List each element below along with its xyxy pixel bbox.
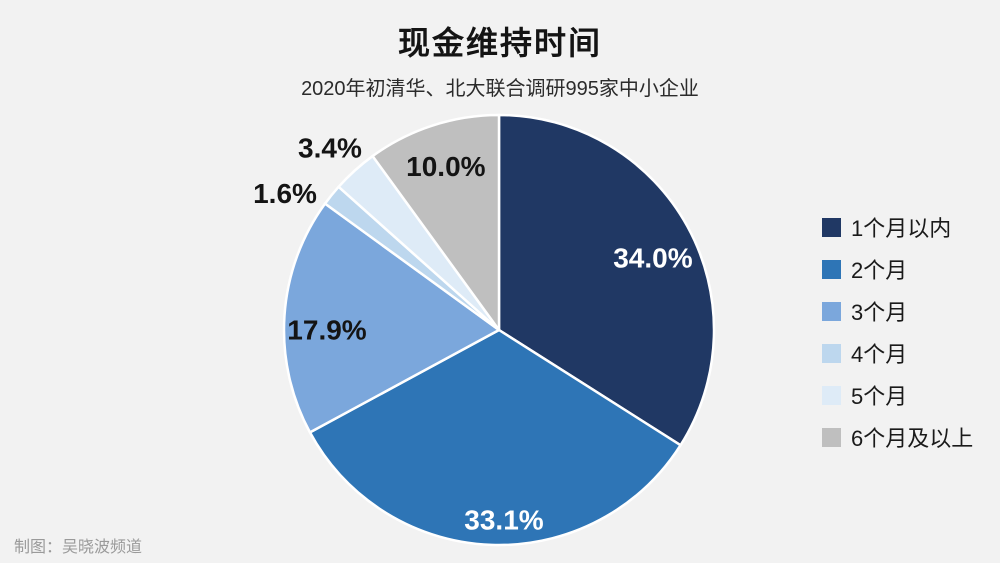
legend-item-5: 5个月: [822, 374, 973, 416]
slice-value-label-3: 17.9%: [287, 315, 366, 346]
chart-title: 现金维持时间: [397, 25, 602, 61]
pie-slice-3: [282, 202, 501, 434]
legend-swatch-4: [822, 343, 841, 363]
slice-value-label-5: 3.4%: [298, 133, 362, 164]
legend-item-6: 6个月及以上: [822, 416, 973, 458]
legend-item-1: 1个月以内: [822, 206, 973, 248]
legend-swatch-5: [822, 385, 841, 405]
legend-swatch-1: [822, 217, 841, 237]
legend-item-4: 4个月: [822, 332, 973, 374]
chart-subtitle: 2020年初清华、北大联合调研995家中小企业: [301, 78, 699, 100]
legend-label-6: 6个月及以上: [851, 426, 974, 451]
legend-item-2: 2个月: [822, 248, 973, 290]
legend-swatch-3: [822, 301, 841, 321]
slice-value-label-6: 10.0%: [406, 151, 485, 182]
legend-swatch-2: [822, 259, 841, 279]
legend-label-3: 3个月: [851, 300, 908, 325]
legend-label-4: 4个月: [851, 342, 908, 367]
slice-value-label-2: 33.1%: [464, 505, 543, 536]
legend-label-2: 2个月: [851, 258, 908, 283]
legend-swatch-6: [822, 427, 841, 447]
credit-text: 制图：吴晓波频道: [14, 539, 143, 556]
legend: 1个月以内 2个月 3个月 4个月 5个月 6个月及以上: [822, 206, 973, 458]
slice-value-label-4: 1.6%: [253, 178, 317, 209]
legend-item-3: 3个月: [822, 290, 973, 332]
legend-label-5: 5个月: [851, 384, 908, 409]
pie-slice-6: [371, 113, 501, 332]
slice-value-label-1: 34.0%: [613, 243, 692, 274]
legend-label-1: 1个月以内: [851, 216, 952, 241]
pie-slice-2: [308, 328, 682, 547]
